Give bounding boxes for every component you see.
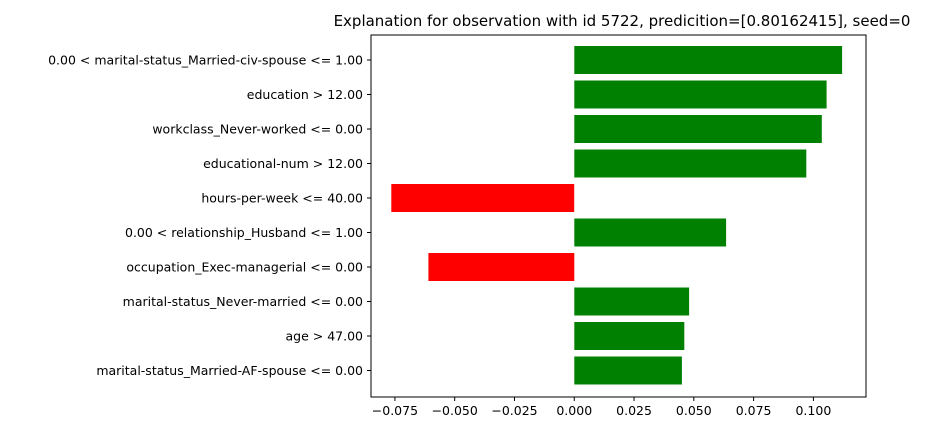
bar-educational-num-12-00 <box>574 149 807 178</box>
bar-workclass-never-worked-0-00 <box>574 115 822 143</box>
y-tick-label: marital-status_Married-AF-spouse <= 0.00 <box>96 363 363 378</box>
y-tick-label: marital-status_Never-married <= 0.00 <box>123 294 363 309</box>
x-tick-label: −0.075 <box>372 403 418 418</box>
x-tick-label: 0.100 <box>795 403 831 418</box>
bar-marital-status-married-af-spouse-0-00 <box>574 356 682 385</box>
x-tick-label: −0.050 <box>432 403 478 418</box>
x-tick-label: 0.000 <box>556 403 592 418</box>
bar-marital-status-never-married-0-00 <box>574 287 690 316</box>
bar-hours-per-week-40-00 <box>391 184 575 212</box>
y-tick-label: occupation_Exec-managerial <= 0.00 <box>126 260 363 275</box>
y-tick-label: 0.00 < relationship_Husband <= 1.00 <box>125 225 363 240</box>
x-tick-label: 0.025 <box>616 403 652 418</box>
bar-occupation-exec-managerial-0-00 <box>428 253 575 281</box>
bar-age-47-00 <box>574 322 685 350</box>
bar-0-00-relationship-husband-1-00 <box>574 218 727 247</box>
chart-title: Explanation for observation with id 5722… <box>334 12 911 30</box>
y-tick-label: 0.00 < marital-status_Married-civ-spouse… <box>48 53 363 68</box>
y-tick-label: workclass_Never-worked <= 0.00 <box>152 122 363 137</box>
y-tick-label: age > 47.00 <box>286 329 364 344</box>
x-ticks-group: −0.075 −0.050 −0.025 0.000 0.025 0.050 0.075 0.… <box>372 397 831 418</box>
x-tick-label: 0.075 <box>736 403 772 418</box>
x-tick-label: 0.050 <box>676 403 712 418</box>
y-tick-label: education > 12.00 <box>247 87 363 102</box>
bars-group <box>391 46 843 385</box>
bar-0-00-marital-status-married-civ-spouse-1-00 <box>574 46 843 74</box>
y-tick-label: educational-num > 12.00 <box>203 156 363 171</box>
y-tick-label: hours-per-week <= 40.00 <box>201 191 363 206</box>
y-ticks-group: 0.00 < marital-status_Married-civ-spouse… <box>48 53 371 378</box>
bar-education-12-00 <box>574 80 827 109</box>
plot-frame <box>370 34 867 398</box>
x-tick-label: −0.025 <box>491 403 537 418</box>
